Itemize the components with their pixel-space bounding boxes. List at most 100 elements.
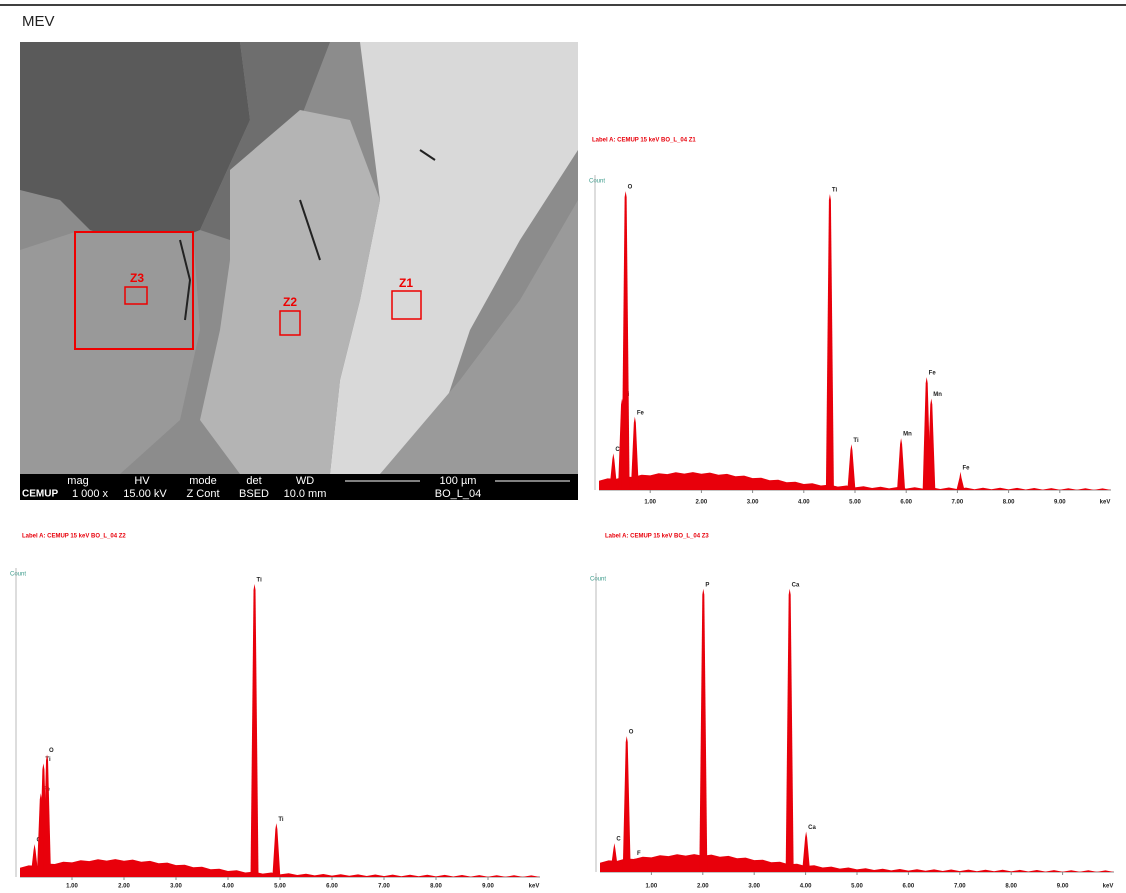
zone-box — [391, 290, 422, 320]
dark-phase — [20, 42, 250, 250]
y-axis-label: Count — [589, 179, 605, 185]
x-tick-label: 8.00 — [1005, 884, 1017, 890]
zone-box — [124, 286, 148, 305]
x-tick-label: 5.00 — [849, 500, 861, 506]
x-tick-label: 1.00 — [646, 884, 658, 890]
peak-label: Ti — [278, 817, 284, 823]
peak-label: O — [49, 748, 54, 754]
peak — [927, 398, 936, 490]
peak — [847, 444, 856, 490]
zone-label: Z2 — [283, 295, 297, 309]
x-tick-label: 3.00 — [747, 500, 759, 506]
info-header: HV — [134, 475, 150, 487]
x-tick-label: 8.00 — [1003, 500, 1015, 506]
info-value: BO_L_04 — [435, 488, 481, 500]
x-tick-label: 8.00 — [430, 884, 442, 890]
info-value: 1 000 x — [72, 488, 109, 500]
peak-label: Ca — [792, 582, 800, 588]
info-value: Z Cont — [186, 488, 219, 500]
x-tick-label: 9.00 — [482, 884, 494, 890]
info-header: mode — [189, 475, 217, 487]
bright-phase — [330, 42, 578, 474]
peak — [897, 438, 906, 490]
peak — [630, 416, 639, 490]
x-tick-label: 7.00 — [952, 500, 964, 506]
peak — [825, 194, 834, 490]
info-value: 15.00 kV — [123, 488, 167, 500]
chart-title: Label A: CEMUP 15 keV BO_L_04 Z1 — [592, 138, 696, 144]
x-unit: keV — [1103, 884, 1114, 890]
light-phase — [200, 110, 380, 474]
peak-label: Ti — [832, 188, 838, 194]
peak — [43, 754, 52, 877]
x-tick-label: 5.00 — [851, 884, 863, 890]
x-tick-label: 7.00 — [378, 884, 390, 890]
figure-title: MEV — [22, 13, 55, 30]
peak — [956, 471, 965, 490]
peak-label: Ca — [808, 825, 816, 831]
grain — [20, 232, 200, 474]
spectrum-chart: Label A: CEMUP 15 keV BO_L_04 Z2 Count 1.0… — [10, 534, 540, 890]
peak-label: C — [615, 447, 620, 453]
background — [600, 854, 1114, 872]
peak — [610, 843, 619, 872]
background — [20, 859, 540, 877]
peak — [622, 736, 631, 872]
info-header: det — [246, 475, 261, 487]
peak-label: O — [628, 185, 633, 191]
peak-label: C — [616, 837, 621, 843]
peak — [621, 191, 630, 490]
x-tick-label: 7.00 — [954, 884, 966, 890]
chart-title: Label A: CEMUP 15 keV BO_L_04 Z3 — [605, 534, 709, 540]
peak-label: Mn — [903, 432, 912, 438]
zone-box — [279, 310, 301, 336]
sem-image: Z1 Z2 Z3 CEMUP mag HV mode det WD 100 µm… — [20, 42, 578, 500]
info-header: WD — [296, 475, 314, 487]
grain — [380, 200, 578, 474]
peak-label: Ti — [853, 438, 859, 444]
peak-label: P — [705, 582, 709, 588]
y-axis-label: Count — [590, 577, 606, 583]
peak-label: F — [637, 851, 641, 857]
spectrum-chart: Label A: CEMUP 15 keV BO_L_04 Z3 Count 1.0… — [590, 534, 1114, 890]
peak — [785, 588, 794, 872]
x-tick-label: 1.00 — [66, 884, 78, 890]
x-tick-label: 3.00 — [748, 884, 760, 890]
x-unit: keV — [529, 884, 540, 890]
x-tick-label: 4.00 — [800, 884, 812, 890]
peak — [272, 823, 281, 877]
x-tick-label: 2.00 — [697, 884, 709, 890]
x-tick-label: 6.00 — [326, 884, 338, 890]
peak — [250, 583, 259, 877]
zone-label: Z3 — [130, 271, 144, 285]
peak — [699, 588, 708, 872]
peak-label: Fe — [637, 410, 645, 416]
zone-box — [74, 231, 194, 350]
peak — [609, 453, 618, 490]
peak — [30, 844, 39, 877]
peak — [802, 831, 811, 872]
info-bar — [20, 474, 578, 500]
peak-label: Ti — [257, 578, 263, 584]
x-unit: keV — [1100, 500, 1111, 506]
x-tick-label: 2.00 — [696, 500, 708, 506]
peak-label: Fe — [962, 465, 970, 471]
x-tick-label: 9.00 — [1054, 500, 1066, 506]
x-tick-label: 4.00 — [222, 884, 234, 890]
x-tick-label: 3.00 — [170, 884, 182, 890]
logo: CEMUP — [22, 489, 58, 500]
x-tick-label: 2.00 — [118, 884, 130, 890]
x-tick-label: 4.00 — [798, 500, 810, 506]
spectrum-chart: Label A: CEMUP 15 keV BO_L_04 Z1 Count 1.0… — [589, 138, 1111, 506]
peak-label: O — [629, 730, 634, 736]
x-tick-label: 6.00 — [903, 884, 915, 890]
zone-label: Z1 — [399, 276, 413, 290]
background — [599, 472, 1111, 490]
peak — [630, 857, 639, 872]
info-value: BSED — [239, 488, 269, 500]
peak-label: Mn — [933, 392, 942, 398]
info-value: 10.0 mm — [284, 488, 327, 500]
crack — [179, 149, 436, 321]
scale-label: 100 µm — [440, 475, 477, 487]
